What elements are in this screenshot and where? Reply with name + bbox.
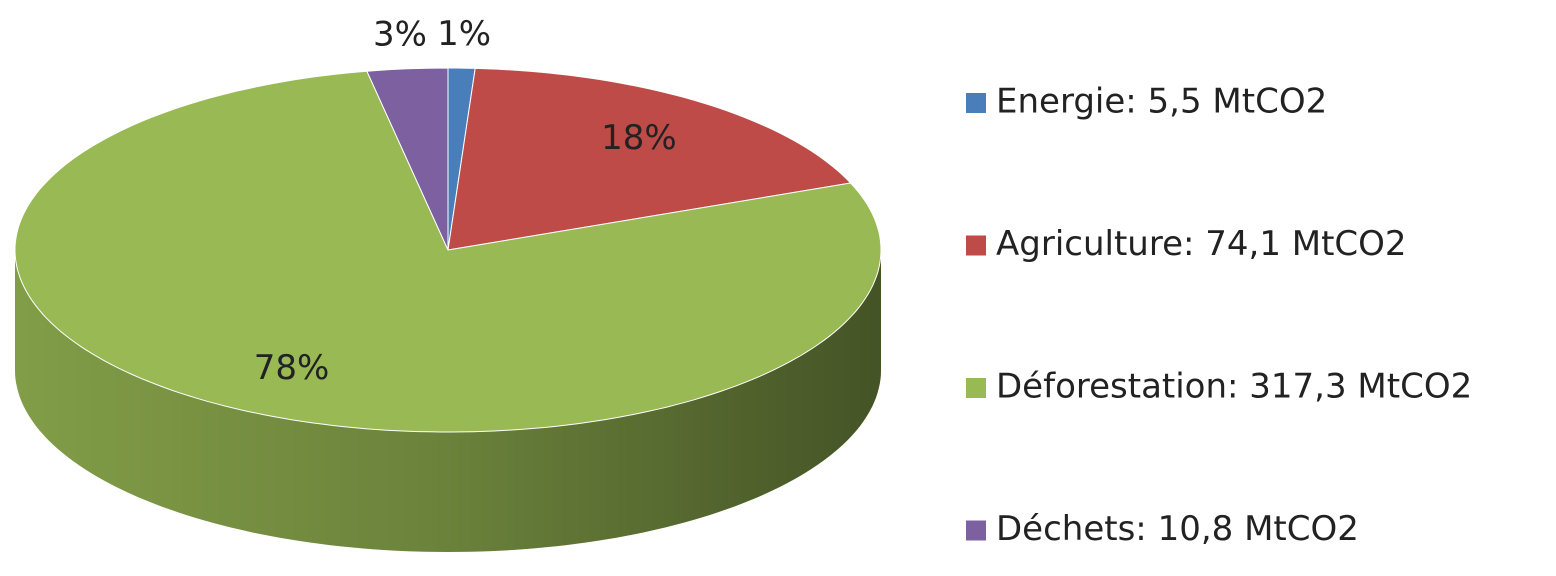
pie-slice [14, 70, 882, 433]
legend-swatch [966, 520, 986, 541]
legend-swatch [966, 378, 986, 398]
legend-swatch [966, 93, 986, 113]
legend-label: Déchets: 10,8 MtCO2 [996, 509, 1359, 549]
data-label: 3% [373, 15, 427, 55]
data-label: 18% [601, 118, 677, 158]
legend-label: Energie: 5,5 MtCO2 [996, 82, 1327, 122]
legend-label: Agriculture: 74,1 MtCO2 [996, 224, 1407, 264]
pie-slice [447, 67, 852, 251]
legend-swatch [966, 235, 986, 256]
pie-slice [366, 67, 449, 251]
data-label: 1% [437, 14, 491, 54]
pie-side-shade [15, 250, 881, 552]
legend-label: Déforestation: 317,3 MtCO2 [996, 367, 1472, 407]
data-label: 78% [254, 348, 330, 388]
